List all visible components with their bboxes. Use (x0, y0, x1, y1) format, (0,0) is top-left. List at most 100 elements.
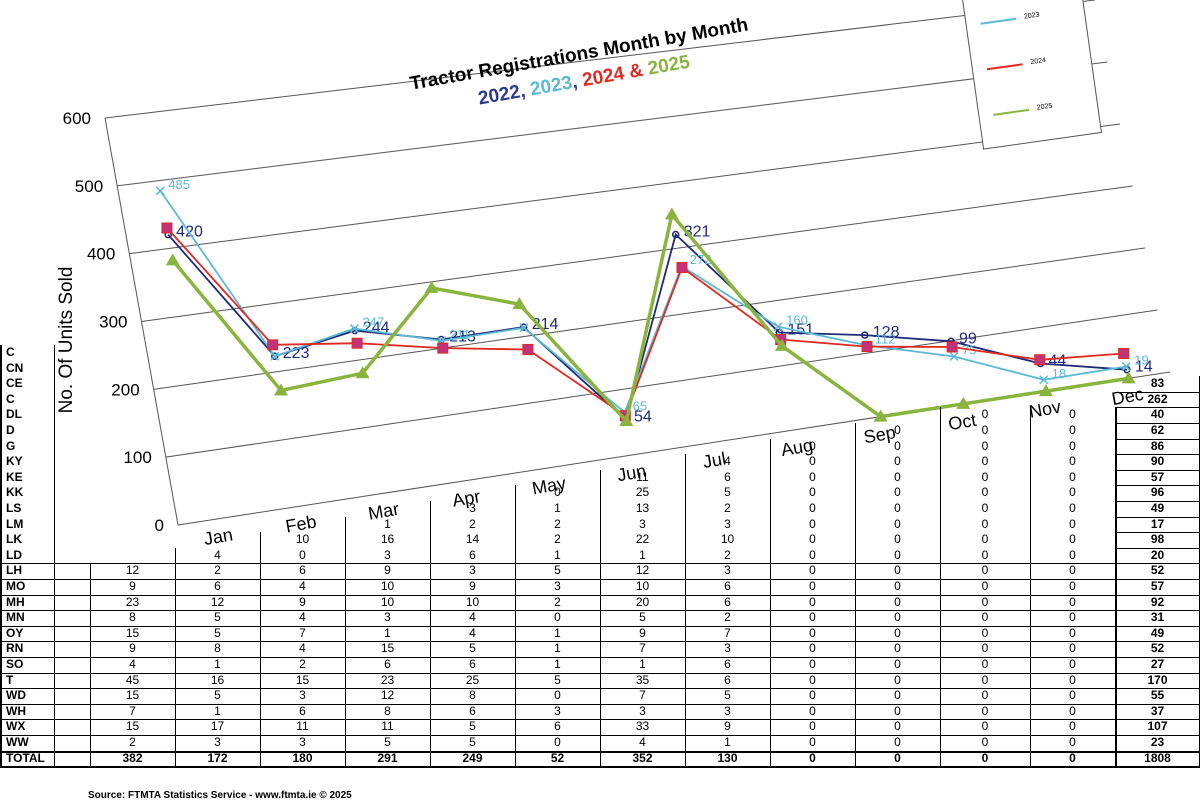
table-cell: 0 (894, 579, 901, 593)
y-tick-label: 0 (155, 516, 164, 535)
table-cell: 0 (894, 688, 901, 703)
data-point (861, 331, 869, 339)
table-cell: 12 (210, 594, 225, 609)
table-cell: 3 (384, 547, 391, 562)
table-cell: 0 (981, 750, 989, 765)
row-label: LD (6, 547, 22, 562)
table-cell: 0 (1069, 579, 1076, 593)
table-cell: 4 (639, 735, 646, 749)
table-cell: 6 (469, 703, 476, 718)
row-total: 170 (1147, 672, 1168, 687)
row-total: 262 (1147, 391, 1168, 406)
table-cell: 2 (724, 610, 731, 625)
legend-label: 2023 (1023, 11, 1041, 21)
table-cell: 0 (981, 547, 989, 562)
table-cell: 6 (384, 657, 391, 671)
row-label: WW (6, 735, 29, 749)
table-cell: 14 (465, 532, 480, 547)
row-total: 57 (1150, 469, 1165, 484)
x-category-label: Oct (947, 410, 978, 435)
table-cell: 2 (554, 532, 561, 547)
table-cell: 4 (469, 625, 476, 640)
series-line-2022 (167, 232, 1127, 422)
table-cell: 10 (465, 594, 480, 609)
row-label: DL (6, 407, 22, 422)
data-point (519, 323, 529, 333)
table-cell: 4 (469, 610, 476, 625)
data-point (861, 341, 873, 353)
row-total: 1808 (1144, 750, 1171, 765)
table-cell: 0 (1069, 750, 1076, 765)
data-point (161, 222, 173, 234)
table-cell: 0 (554, 688, 561, 703)
table-cell: 0 (809, 454, 816, 469)
table-cell: 2 (214, 563, 221, 578)
table-cell: 0 (981, 469, 989, 484)
table-cell: 12 (635, 563, 650, 578)
table-cell: 9 (384, 563, 391, 578)
table-cell: 0 (894, 625, 901, 640)
table-rule (1115, 454, 1200, 456)
table-cell: 0 (981, 610, 989, 625)
table-cell: 0 (894, 485, 901, 500)
table-cell: 180 (292, 750, 313, 765)
table-cell: 5 (554, 672, 561, 687)
table-cell: 0 (1069, 563, 1076, 578)
data-point (1034, 354, 1046, 366)
row-label: SO (6, 657, 24, 671)
row-total: 49 (1150, 625, 1165, 640)
table-rule (260, 532, 261, 767)
table-rule (1115, 407, 1117, 767)
data-point (949, 351, 959, 361)
data-point (165, 253, 180, 266)
table-cell: 15 (125, 719, 140, 734)
data-label: 99 (959, 330, 977, 347)
table-cell: 1 (384, 625, 391, 640)
row-label: MH (6, 594, 25, 609)
table-rule (430, 501, 431, 767)
data-point (349, 324, 359, 334)
table-cell: 0 (809, 719, 816, 734)
table-cell: 0 (1069, 423, 1076, 437)
row-label: WH (6, 703, 26, 718)
data-point (1039, 384, 1053, 397)
table-cell: 0 (1069, 672, 1076, 687)
table-cell: 0 (809, 672, 816, 687)
table-rule (1115, 391, 1200, 393)
table-cell: 0 (809, 516, 816, 531)
data-point (271, 352, 279, 360)
table-cell: 8 (214, 641, 221, 656)
table-cell: 3 (639, 516, 646, 531)
table-cell: 6 (724, 579, 731, 593)
table-cell: 25 (635, 485, 650, 500)
table-cell: 9 (469, 579, 476, 593)
table-cell: 5 (469, 719, 476, 734)
table-cell: 0 (981, 579, 989, 593)
chart-legend: 2023 2024 2025 (962, 0, 1102, 150)
table-cell: 9 (129, 641, 136, 656)
row-label: D (6, 423, 15, 437)
table-cell: 0 (894, 563, 901, 578)
table-cell: 12 (125, 563, 140, 578)
table-cell: 0 (554, 485, 561, 500)
row-label: MO (6, 579, 26, 593)
legend-label: 2025 (1036, 102, 1053, 112)
table-cell: 15 (125, 688, 140, 703)
data-point (774, 338, 789, 351)
table-cell: 2 (299, 657, 306, 671)
table-cell: 0 (981, 594, 989, 609)
data-label: 485 (168, 177, 190, 192)
table-cell: 6 (724, 594, 731, 609)
table-cell: 1 (384, 516, 391, 531)
series-line-2025 (171, 210, 1129, 425)
data-point (437, 342, 449, 354)
table-cell: 0 (809, 657, 816, 671)
row-total: 49 (1150, 501, 1165, 515)
table-rule (1115, 469, 1200, 471)
table-cell: 1 (639, 547, 646, 562)
table-cell: 3 (639, 703, 646, 718)
data-label: 112 (875, 331, 896, 346)
table-cell: 1 (554, 501, 561, 515)
table-cell: 291 (377, 750, 398, 765)
row-label: T (6, 672, 14, 687)
